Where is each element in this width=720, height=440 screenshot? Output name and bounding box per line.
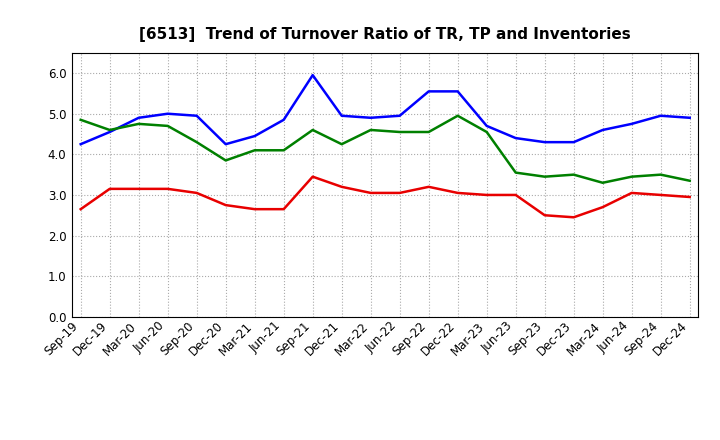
Trade Payables	[366, 115, 375, 121]
Trade Payables	[482, 123, 491, 128]
Trade Receivables	[163, 186, 172, 191]
Trade Receivables	[308, 174, 317, 180]
Inventories	[251, 148, 259, 153]
Trade Receivables	[627, 190, 636, 195]
Trade Receivables	[598, 205, 607, 210]
Inventories	[424, 129, 433, 135]
Inventories	[541, 174, 549, 180]
Trade Receivables	[482, 192, 491, 198]
Inventories	[163, 123, 172, 128]
Trade Payables	[163, 111, 172, 116]
Inventories	[685, 178, 694, 183]
Inventories	[657, 172, 665, 177]
Trade Receivables	[105, 186, 114, 191]
Trade Payables	[192, 113, 201, 118]
Trade Receivables	[685, 194, 694, 200]
Trade Payables	[279, 117, 288, 122]
Trade Payables	[76, 142, 85, 147]
Inventories	[570, 172, 578, 177]
Inventories	[598, 180, 607, 185]
Trade Receivables	[424, 184, 433, 190]
Trade Receivables	[135, 186, 143, 191]
Trade Receivables	[76, 206, 85, 212]
Trade Receivables	[511, 192, 520, 198]
Trade Payables	[424, 89, 433, 94]
Trade Payables	[395, 113, 404, 118]
Trade Payables	[541, 139, 549, 145]
Trade Payables	[570, 139, 578, 145]
Trade Payables	[511, 136, 520, 141]
Trade Receivables	[221, 202, 230, 208]
Trade Payables	[657, 113, 665, 118]
Title: [6513]  Trend of Turnover Ratio of TR, TP and Inventories: [6513] Trend of Turnover Ratio of TR, TP…	[140, 27, 631, 42]
Trade Payables	[135, 115, 143, 121]
Trade Payables	[685, 115, 694, 121]
Inventories	[221, 158, 230, 163]
Trade Receivables	[541, 213, 549, 218]
Inventories	[482, 129, 491, 135]
Trade Receivables	[192, 190, 201, 195]
Trade Receivables	[657, 192, 665, 198]
Trade Receivables	[366, 190, 375, 195]
Inventories	[454, 113, 462, 118]
Inventories	[338, 142, 346, 147]
Trade Payables	[598, 127, 607, 132]
Inventories	[105, 127, 114, 132]
Inventories	[395, 129, 404, 135]
Inventories	[627, 174, 636, 180]
Trade Receivables	[338, 184, 346, 190]
Inventories	[76, 117, 85, 122]
Trade Receivables	[454, 190, 462, 195]
Trade Payables	[105, 129, 114, 135]
Inventories	[511, 170, 520, 175]
Inventories	[135, 121, 143, 127]
Line: Trade Receivables: Trade Receivables	[81, 177, 690, 217]
Inventories	[192, 139, 201, 145]
Inventories	[366, 127, 375, 132]
Trade Payables	[627, 121, 636, 127]
Trade Payables	[221, 142, 230, 147]
Trade Payables	[338, 113, 346, 118]
Line: Trade Payables: Trade Payables	[81, 75, 690, 144]
Trade Receivables	[570, 215, 578, 220]
Trade Payables	[251, 133, 259, 139]
Trade Receivables	[251, 206, 259, 212]
Line: Inventories: Inventories	[81, 116, 690, 183]
Inventories	[279, 148, 288, 153]
Trade Payables	[308, 73, 317, 78]
Trade Receivables	[395, 190, 404, 195]
Inventories	[308, 127, 317, 132]
Trade Receivables	[279, 206, 288, 212]
Trade Payables	[454, 89, 462, 94]
